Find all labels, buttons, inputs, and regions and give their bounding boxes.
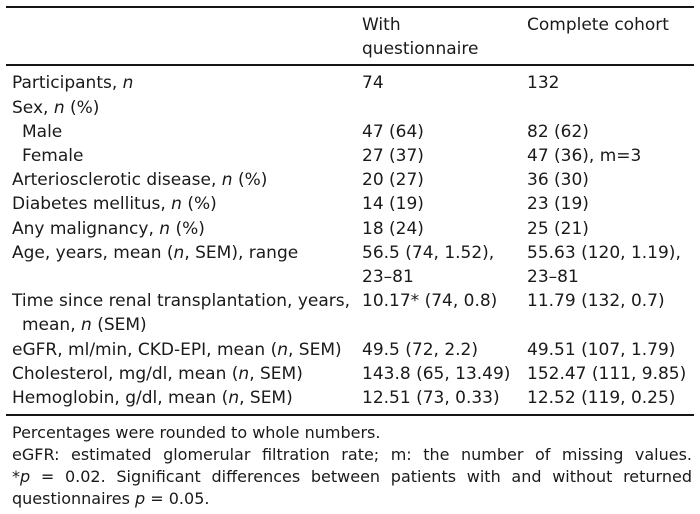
table-row-cholesterol: Cholesterol, mg/dl, mean (n, SEM) 143.8 … [12, 362, 692, 386]
header-empty-cell [12, 13, 362, 37]
table-row-time-since-transplantation: Time since renal transplantation, years,… [12, 289, 692, 337]
row-label: Cholesterol, mg/dl, mean (n, SEM) [12, 363, 303, 384]
column-header-with-questionnaire: With questionnaire [362, 15, 479, 60]
cell-with-questionnaire [362, 96, 527, 120]
cell-complete-cohort: 36 (30) [527, 170, 589, 191]
table-row-diabetes-mellitus: Diabetes mellitus, n (%) 14 (19) 23 (19) [12, 192, 692, 216]
table-header-row: With questionnaire Complete cohort [0, 8, 700, 64]
table-row-arteriosclerotic-disease: Arteriosclerotic disease, n (%) 20 (27) … [12, 168, 692, 192]
cell-complete-cohort: 12.52 (119, 0.25) [527, 388, 676, 409]
footnote-line: questionnaires p = 0.05. [12, 488, 210, 508]
cell-complete-cohort: 25 (21) [527, 218, 589, 239]
cell-with-questionnaire: 56.5 (74, 1.52), 23–81 [362, 242, 495, 288]
row-label: Female [22, 146, 84, 167]
table-row-age: Age, years, mean (n, SEM), range 56.5 (7… [12, 241, 692, 289]
cell-complete-cohort: 82 (62) [527, 121, 589, 142]
table-row-participants: Participants, n 74 132 [12, 71, 692, 95]
cell-complete-cohort: 11.79 (132, 0.7) [527, 291, 665, 312]
row-label: Any malignancy, n (%) [12, 218, 205, 239]
cell-with-questionnaire: 12.51 (73, 0.33) [362, 388, 500, 409]
cell-with-questionnaire: 14 (19) [362, 194, 424, 215]
cell-with-questionnaire: 27 (37) [362, 146, 424, 167]
row-label: Hemoglobin, g/dl, mean (n, SEM) [12, 388, 293, 409]
footnote-line: eGFR: estimated glomerular filtration ra… [12, 445, 692, 465]
cell-with-questionnaire: 47 (64) [362, 121, 424, 142]
table-top-rule [6, 6, 694, 8]
table-row-female: Female 27 (37) 47 (36), m=3 [12, 144, 692, 168]
table-row-any-malignancy: Any malignancy, n (%) 18 (24) 25 (21) [12, 217, 692, 241]
footnotes: Percentages were rounded to whole number… [0, 416, 700, 509]
row-label: Arteriosclerotic disease, n (%) [12, 170, 268, 191]
footnote-line: *p = 0.02. Significant differences betwe… [12, 466, 692, 486]
footnote-line: Percentages were rounded to whole number… [12, 423, 381, 443]
table-bottom-rule [6, 414, 694, 417]
row-label: eGFR, ml/min, CKD-EPI, mean (n, SEM) [12, 339, 342, 360]
cell-complete-cohort: 23 (19) [527, 194, 589, 215]
column-header-complete-cohort: Complete cohort [527, 15, 669, 35]
table-body: Participants, n 74 132 Sex, n (%) Male 4… [0, 66, 700, 414]
cell-complete-cohort: 47 (36), m=3 [527, 146, 642, 167]
table-row-hemoglobin: Hemoglobin, g/dl, mean (n, SEM) 12.51 (7… [12, 386, 692, 410]
cell-complete-cohort: 132 [527, 73, 560, 94]
cell-with-questionnaire: 20 (27) [362, 170, 424, 191]
table-row-male: Male 47 (64) 82 (62) [12, 120, 692, 144]
row-label: Time since renal transplantation, years,… [12, 291, 351, 336]
row-label: Sex, n (%) [12, 97, 100, 118]
row-label: Male [22, 121, 63, 142]
cell-complete-cohort: 49.51 (107, 1.79) [527, 339, 676, 360]
table-row-egfr: eGFR, ml/min, CKD-EPI, mean (n, SEM) 49.… [12, 338, 692, 362]
cell-complete-cohort [527, 96, 692, 120]
table-row-sex: Sex, n (%) [12, 96, 692, 120]
cell-with-questionnaire: 49.5 (72, 2.2) [362, 339, 478, 360]
cell-complete-cohort: 55.63 (120, 1.19), 23–81 [527, 242, 681, 288]
row-label: Participants, n [12, 73, 134, 94]
cell-with-questionnaire: 74 [362, 73, 384, 94]
row-label: Diabetes mellitus, n (%) [12, 194, 217, 215]
cell-with-questionnaire: 18 (24) [362, 218, 424, 239]
cell-complete-cohort: 152.47 (111, 9.85) [527, 363, 687, 384]
cell-with-questionnaire: 10.17* (74, 0.8) [362, 291, 498, 312]
cell-with-questionnaire: 143.8 (65, 13.49) [362, 363, 511, 384]
row-label: Age, years, mean (n, SEM), range [12, 242, 299, 263]
table-header-rule [6, 64, 694, 67]
